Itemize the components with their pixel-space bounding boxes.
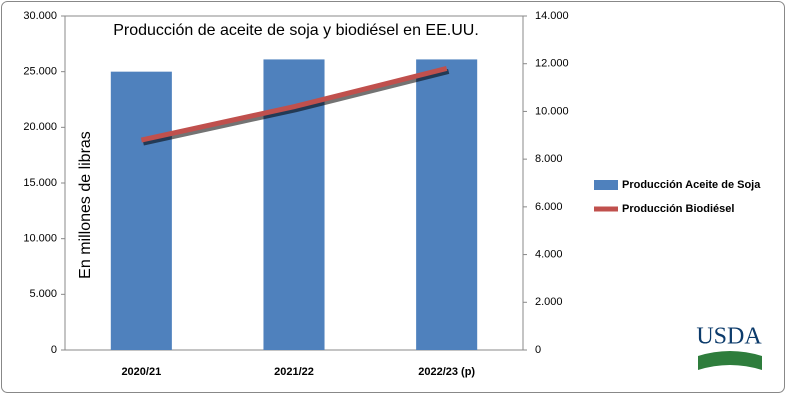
logo-swoosh xyxy=(698,351,762,370)
y-tick-label: 10.000 xyxy=(23,233,57,245)
x-tick-label: 2020/21 xyxy=(121,366,161,378)
y2-tick-label: 0 xyxy=(535,344,541,356)
usda-logo: USDA xyxy=(696,324,762,370)
line-shadow xyxy=(142,69,450,146)
y2-tick-label: 14.000 xyxy=(535,10,569,22)
legend-swatch xyxy=(594,180,618,190)
bar xyxy=(416,59,478,351)
chart-frame xyxy=(1,1,785,393)
y-tick-label: 25.000 xyxy=(23,66,57,78)
bar xyxy=(110,71,172,351)
y2-tick-label: 8.000 xyxy=(535,153,563,165)
line xyxy=(140,66,448,143)
x-tick-label: 2022/23 (p) xyxy=(418,366,475,378)
y-axis-label: En millones de libras xyxy=(77,131,94,279)
y2-tick-label: 4.000 xyxy=(535,248,563,260)
y-tick-label: 30.000 xyxy=(23,10,57,22)
y-tick-label: 0 xyxy=(51,344,57,356)
chart-title: Producción de aceite de soja y biodiésel… xyxy=(113,22,479,39)
logo-text: USDA xyxy=(696,324,762,350)
legend-label: Producción Biodiésel xyxy=(622,203,734,215)
y2-tick-label: 6.000 xyxy=(535,201,563,213)
y-tick-label: 15.000 xyxy=(23,177,57,189)
y2-tick-label: 2.000 xyxy=(535,296,563,308)
y2-tick-label: 10.000 xyxy=(535,105,569,117)
y2-tick-label: 12.000 xyxy=(535,58,569,70)
y-tick-label: 5.000 xyxy=(29,288,57,300)
x-tick-label: 2021/22 xyxy=(274,366,314,378)
legend-label: Producción Aceite de Soja xyxy=(622,179,761,191)
y-tick-label: 20.000 xyxy=(23,121,57,133)
